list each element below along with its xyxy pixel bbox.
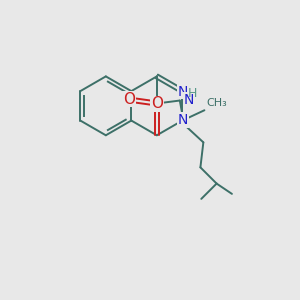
Text: N: N bbox=[178, 85, 188, 99]
Text: H: H bbox=[188, 87, 197, 100]
Text: N: N bbox=[178, 113, 188, 127]
Text: N: N bbox=[183, 93, 194, 107]
Text: CH₃: CH₃ bbox=[207, 98, 227, 108]
Text: O: O bbox=[151, 96, 163, 111]
Text: O: O bbox=[123, 92, 135, 106]
